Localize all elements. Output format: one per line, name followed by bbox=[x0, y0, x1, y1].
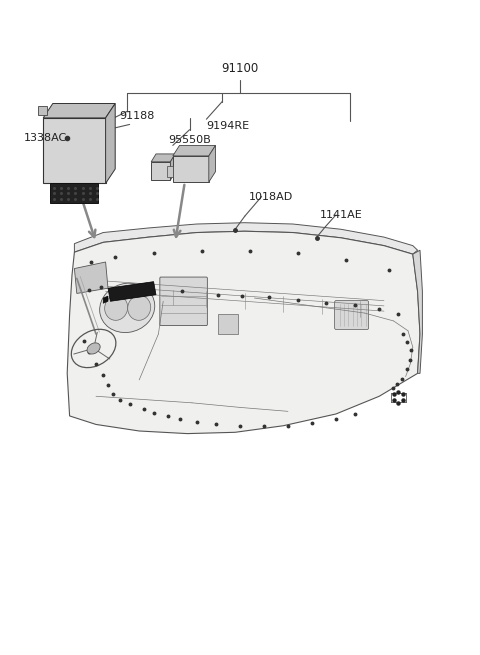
FancyBboxPatch shape bbox=[160, 277, 207, 326]
Polygon shape bbox=[167, 166, 173, 177]
Text: 1141AE: 1141AE bbox=[319, 210, 362, 220]
Polygon shape bbox=[43, 118, 106, 183]
Polygon shape bbox=[170, 154, 175, 180]
Polygon shape bbox=[103, 296, 108, 303]
Polygon shape bbox=[151, 154, 175, 162]
Polygon shape bbox=[151, 162, 170, 180]
Polygon shape bbox=[173, 145, 216, 156]
Ellipse shape bbox=[87, 343, 100, 354]
Text: 91100: 91100 bbox=[221, 62, 259, 75]
Polygon shape bbox=[43, 103, 115, 118]
Text: 1018AD: 1018AD bbox=[249, 191, 293, 202]
Polygon shape bbox=[38, 106, 47, 115]
Polygon shape bbox=[173, 156, 209, 182]
Polygon shape bbox=[413, 250, 422, 373]
FancyBboxPatch shape bbox=[218, 314, 238, 334]
FancyBboxPatch shape bbox=[335, 301, 369, 329]
Text: 9194RE: 9194RE bbox=[206, 121, 250, 131]
Text: 1338AC: 1338AC bbox=[24, 132, 67, 143]
Text: 91188: 91188 bbox=[119, 111, 155, 121]
Ellipse shape bbox=[100, 283, 155, 333]
Polygon shape bbox=[106, 103, 115, 183]
Ellipse shape bbox=[105, 295, 128, 320]
Polygon shape bbox=[67, 231, 420, 434]
Polygon shape bbox=[74, 262, 108, 293]
Polygon shape bbox=[50, 183, 98, 203]
Ellipse shape bbox=[128, 295, 151, 320]
Polygon shape bbox=[209, 145, 216, 182]
Polygon shape bbox=[108, 282, 156, 301]
Polygon shape bbox=[74, 223, 418, 254]
Text: 95550B: 95550B bbox=[168, 136, 211, 145]
